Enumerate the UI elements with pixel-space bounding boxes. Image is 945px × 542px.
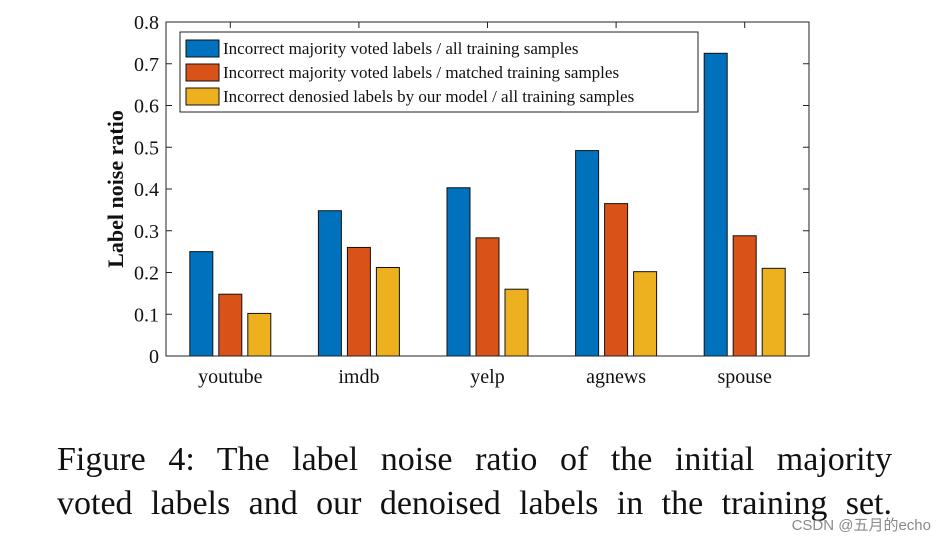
- y-tick-label: 0.1: [134, 304, 159, 326]
- bar-imdb-series-1: [317, 210, 342, 357]
- legend-label-2: Incorrect majority voted labels / matche…: [223, 63, 619, 82]
- legend-swatch-1: [185, 39, 220, 58]
- x-tick-label-agnews: agnews: [586, 366, 646, 388]
- bar-youtube-series-2: [218, 293, 243, 357]
- legend-box: [179, 31, 699, 113]
- y-tick-label: 0.5: [134, 137, 159, 159]
- bar-spouse-series-1: [703, 52, 728, 357]
- bar-chart: 0 0.1 0.2 0.3 0.4 0.5 0.6 0.7 0.8 youtube imdb yel…: [103, 12, 810, 388]
- y-axis-label: Label noise ratio: [103, 110, 128, 268]
- bar-spouse-series-2: [732, 235, 757, 357]
- bar-youtube-series-1: [189, 251, 214, 357]
- watermark: CSDN @五月的echo: [791, 517, 931, 534]
- y-tick-label: 0.2: [134, 263, 159, 285]
- figure-caption-line-2: voted labels and our denoised labels in …: [57, 485, 892, 522]
- bar-spouse-series-3: [761, 267, 786, 357]
- bar-yelp-series-3: [504, 288, 529, 357]
- bar-yelp-series-2: [475, 237, 500, 357]
- bar-imdb-series-2: [346, 246, 371, 357]
- x-tick-label-youtube: youtube: [198, 366, 263, 388]
- y-tick-label: 0.7: [134, 54, 159, 76]
- y-tick-labels: 0 0.1 0.2 0.3 0.4 0.5 0.6 0.7 0.8: [134, 12, 159, 368]
- y-tick-label: 0.6: [134, 96, 159, 118]
- y-tick-label: 0.4: [134, 179, 159, 201]
- bar-youtube-series-3: [247, 312, 272, 357]
- plot-frame: [165, 21, 810, 357]
- legend: Incorrect majority voted labels / all tr…: [179, 31, 699, 113]
- bars: [189, 52, 786, 357]
- x-tick-label-yelp: yelp: [470, 366, 504, 388]
- legend-label-1: Incorrect majority voted labels / all tr…: [223, 39, 578, 58]
- x-tick-label-spouse: spouse: [717, 366, 772, 388]
- bar-agnews-series-3: [633, 271, 658, 357]
- x-tick-labels: youtube imdb yelp agnews spouse: [198, 366, 772, 388]
- bar-yelp-series-1: [446, 187, 471, 357]
- legend-label-3: Incorrect denosied labels by our model /…: [223, 87, 634, 106]
- y-tick-label: 0: [149, 346, 159, 368]
- bar-imdb-series-3: [375, 266, 400, 357]
- y-tick-label: 0.8: [134, 12, 159, 34]
- legend-swatch-3: [185, 87, 220, 106]
- bar-agnews-series-1: [575, 150, 600, 357]
- x-tick-label-imdb: imdb: [338, 366, 379, 388]
- figure-caption-line-1: Figure 4: The label noise ratio of the i…: [57, 441, 892, 478]
- y-tick-label: 0.3: [134, 221, 159, 243]
- legend-swatch-2: [185, 63, 220, 82]
- bar-agnews-series-2: [604, 203, 629, 357]
